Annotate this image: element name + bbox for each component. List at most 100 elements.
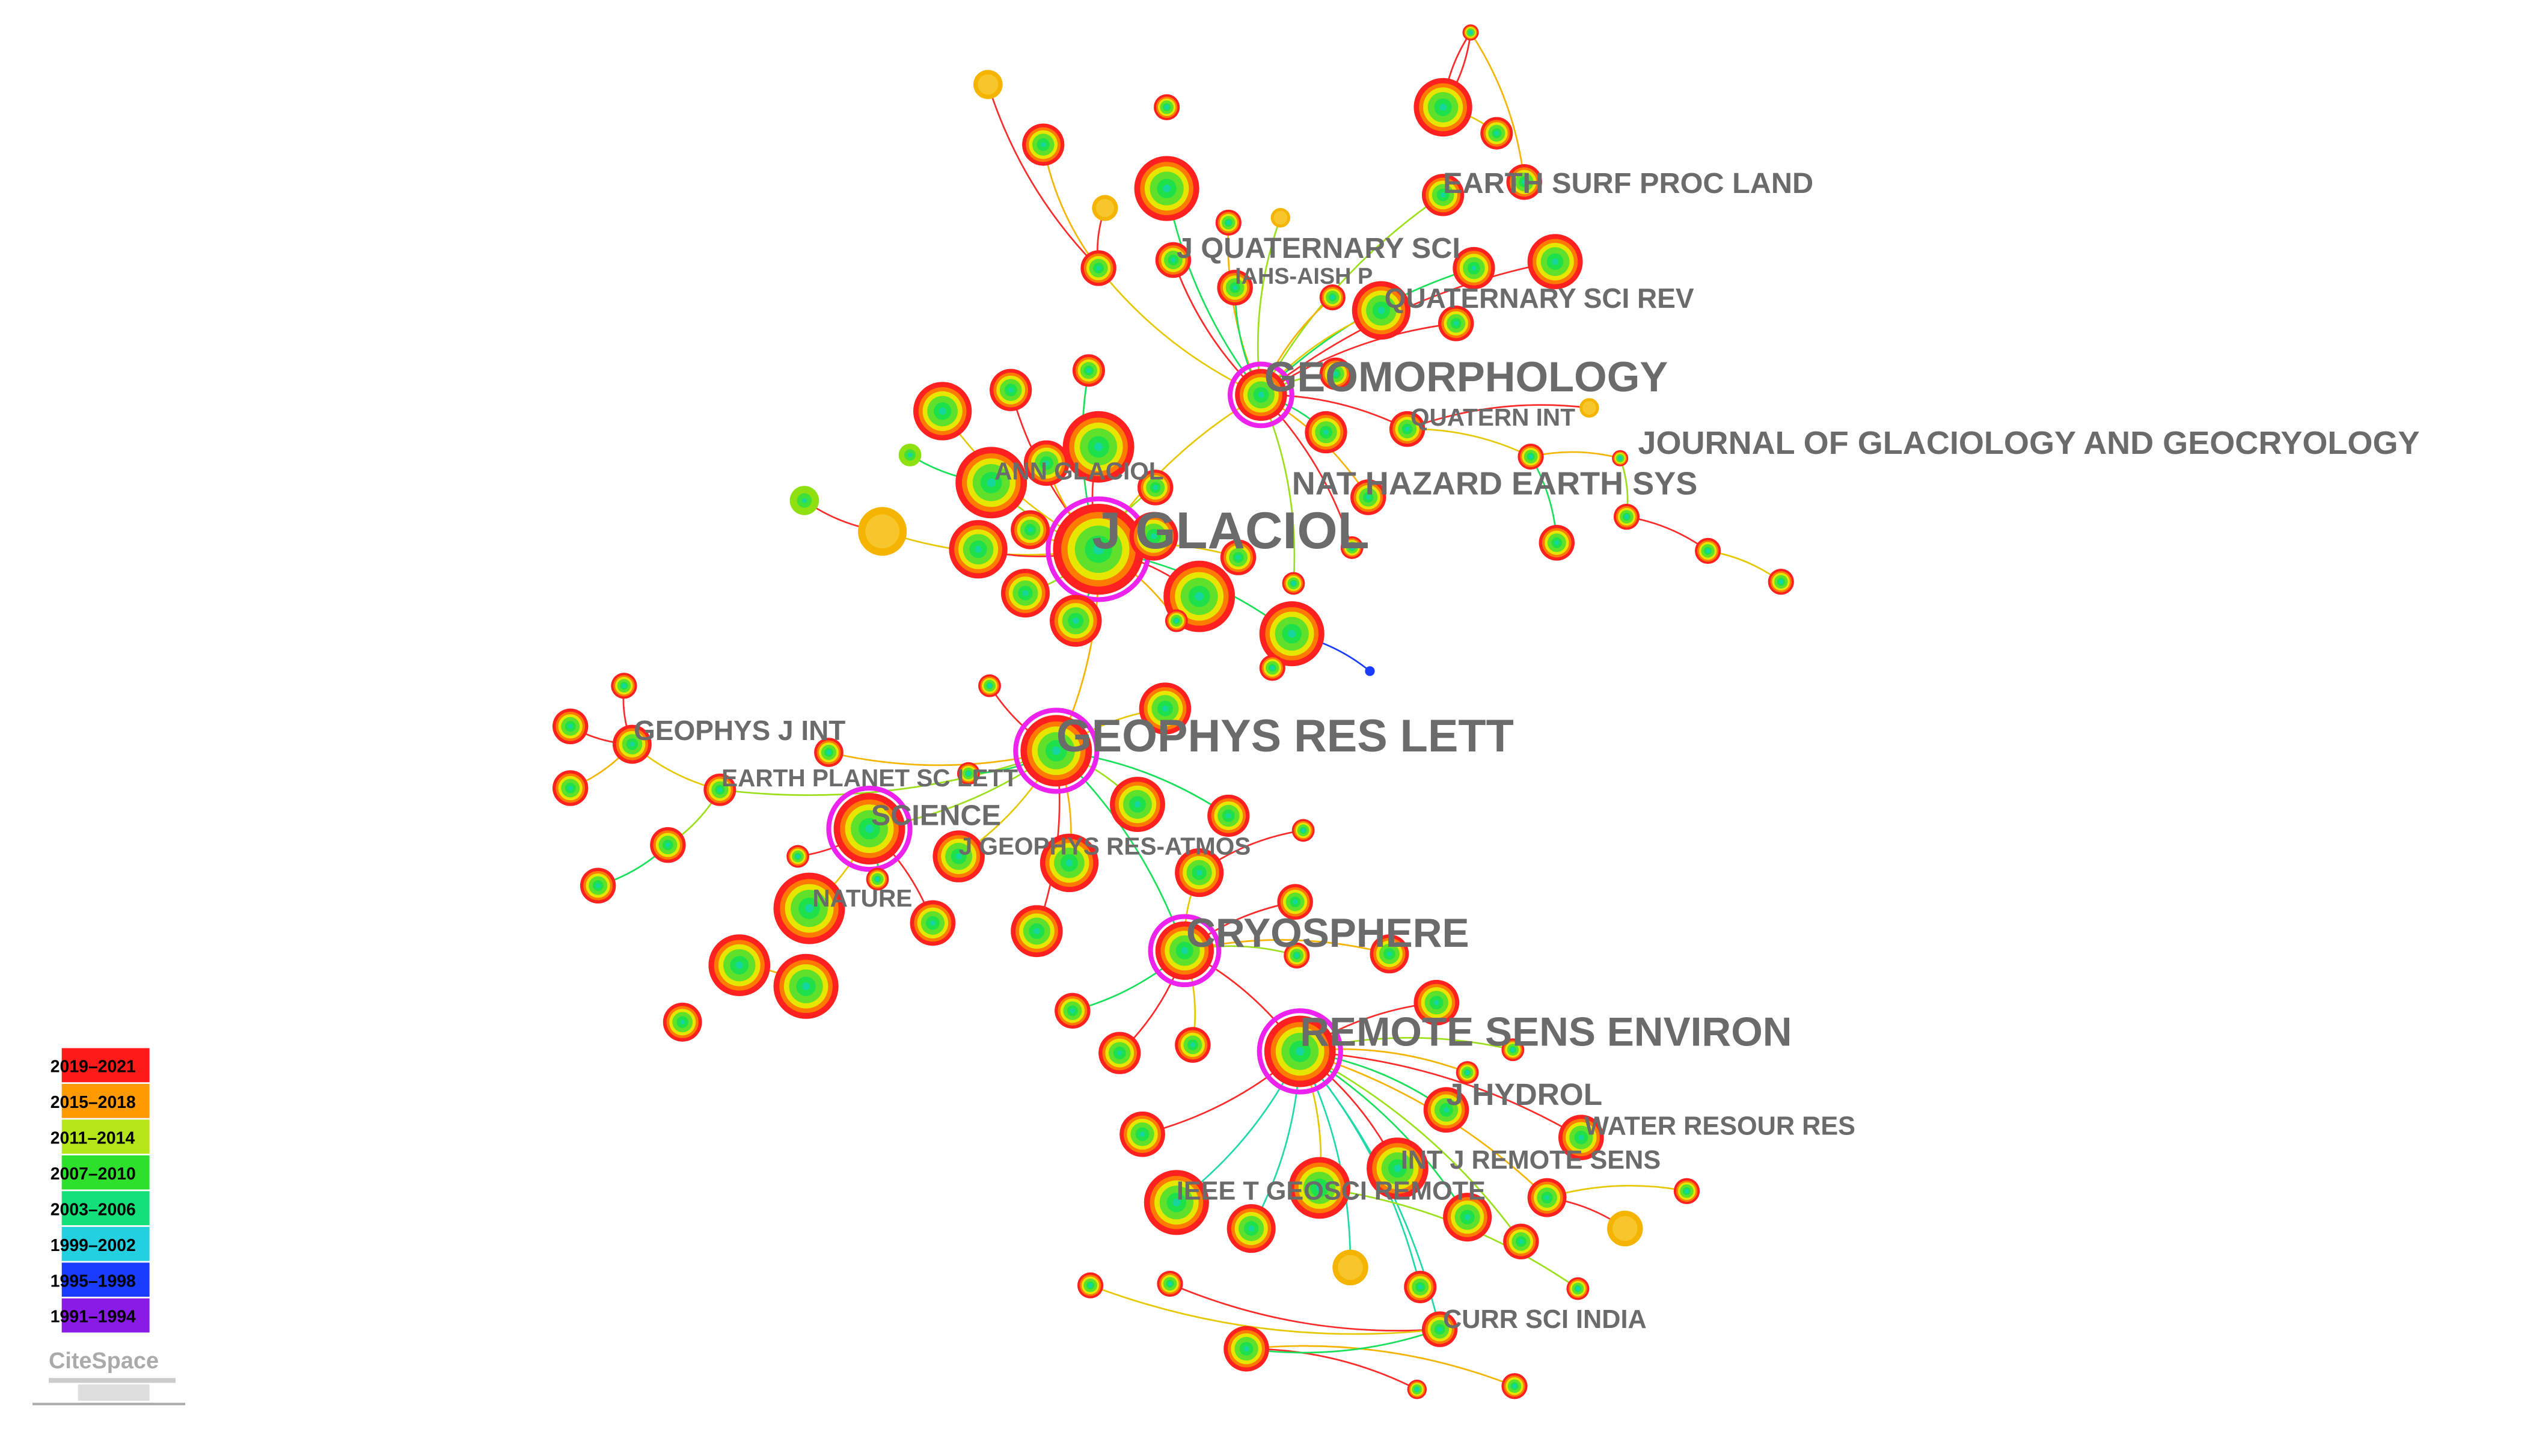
node-core bbox=[1552, 258, 1559, 265]
hub-ring bbox=[826, 785, 913, 872]
node-label: J GEOPHYS RES-ATMOS bbox=[959, 833, 1251, 860]
node-label: EARTH SURF PROC LAND bbox=[1443, 167, 1813, 200]
node-core bbox=[1365, 495, 1371, 500]
legend-swatch bbox=[61, 1262, 150, 1297]
node-core bbox=[1291, 581, 1296, 586]
node-core bbox=[1349, 545, 1355, 551]
node-core bbox=[1093, 543, 1104, 555]
node-core bbox=[1443, 1107, 1450, 1113]
legend: 2019–2021 2015–2018 2011–2014 2007–2010 2003… bbox=[51, 1048, 150, 1333]
node-core bbox=[1300, 828, 1306, 833]
node-label: EARTH PLANET SC LETT bbox=[721, 764, 1018, 792]
legend-label: 1991–1994 bbox=[51, 1308, 136, 1327]
node-core bbox=[1027, 527, 1033, 533]
node-core bbox=[1554, 540, 1560, 545]
node-core bbox=[865, 824, 874, 833]
node-label: IAHS-AISH P bbox=[1235, 264, 1373, 289]
logo: CiteSpace bbox=[32, 1348, 186, 1406]
node-core bbox=[939, 408, 946, 415]
edge bbox=[1090, 1284, 1440, 1335]
node-core bbox=[1575, 1286, 1581, 1291]
node-core bbox=[1065, 859, 1073, 867]
node-core bbox=[568, 724, 573, 729]
node-label: NAT HAZARD EARTH SYS bbox=[1292, 466, 1698, 502]
node-core bbox=[1377, 307, 1385, 314]
node-core bbox=[1243, 1346, 1249, 1352]
edge bbox=[1098, 268, 1261, 396]
logo-text: CiteSpace bbox=[49, 1348, 159, 1374]
node-core bbox=[975, 545, 982, 553]
node-core bbox=[1578, 1134, 1584, 1140]
node bbox=[1365, 666, 1375, 676]
node-core bbox=[1174, 618, 1179, 623]
legend-swatch bbox=[61, 1155, 150, 1190]
node-core bbox=[1510, 1047, 1516, 1053]
node-ring bbox=[978, 74, 999, 95]
node-core bbox=[907, 452, 913, 457]
node-core bbox=[804, 904, 814, 913]
node-label: INT J REMOTE SENS bbox=[1401, 1146, 1661, 1175]
node-core bbox=[1196, 869, 1202, 876]
node-core bbox=[966, 771, 971, 776]
node-core bbox=[735, 961, 743, 969]
node-core bbox=[1139, 1131, 1145, 1137]
node-core bbox=[1163, 185, 1171, 193]
node-core bbox=[1437, 1327, 1442, 1332]
legend-swatch bbox=[61, 1226, 150, 1261]
node-core bbox=[1465, 1070, 1470, 1075]
node-label: CURR SCI INDIA bbox=[1443, 1305, 1647, 1334]
node-core bbox=[1052, 746, 1061, 755]
legend-swatch bbox=[61, 1119, 150, 1154]
node-core bbox=[1294, 953, 1299, 958]
node-core bbox=[717, 787, 723, 792]
node-core bbox=[1494, 130, 1499, 136]
logo-bar bbox=[49, 1378, 176, 1383]
node-core bbox=[1293, 899, 1298, 905]
node-core bbox=[795, 854, 801, 859]
node-core bbox=[1022, 590, 1029, 596]
node-core bbox=[1296, 1047, 1305, 1056]
edge bbox=[1260, 194, 1444, 396]
legend-label: 2019–2021 bbox=[51, 1057, 136, 1076]
node-core bbox=[1073, 617, 1079, 624]
node-ring bbox=[1273, 210, 1288, 225]
edge bbox=[1469, 32, 1525, 182]
node-core bbox=[1190, 1042, 1195, 1048]
node-core bbox=[1233, 285, 1238, 290]
edge bbox=[1246, 1328, 1441, 1354]
node-core bbox=[1088, 1283, 1093, 1288]
legend-label: 2015–2018 bbox=[51, 1093, 136, 1112]
node-core bbox=[1394, 1164, 1401, 1172]
node-core bbox=[987, 683, 993, 688]
node-core bbox=[1617, 456, 1623, 461]
nodes bbox=[552, 24, 1794, 1399]
node-core bbox=[1008, 387, 1014, 393]
node-core bbox=[1684, 1188, 1689, 1194]
node-label: NATURE bbox=[812, 884, 912, 912]
node-core bbox=[1070, 1008, 1075, 1014]
node-core bbox=[1258, 391, 1264, 399]
node-label: GEOPHYS J INT bbox=[634, 715, 845, 746]
hub-ring bbox=[1148, 914, 1222, 988]
node-core bbox=[1471, 265, 1477, 271]
node-core bbox=[875, 876, 880, 882]
node-core bbox=[1330, 295, 1335, 300]
node-core bbox=[801, 498, 807, 503]
node-core bbox=[1440, 192, 1446, 198]
node-core bbox=[680, 1020, 685, 1025]
node-core bbox=[665, 842, 670, 848]
node-label: JOURNAL OF GLACIOLOGY AND GEOCRYOLOGY bbox=[1638, 425, 2419, 461]
node-core bbox=[1333, 371, 1338, 376]
node-core bbox=[1511, 1383, 1517, 1389]
node-core bbox=[1034, 928, 1040, 935]
node-core bbox=[1404, 426, 1410, 432]
node-core bbox=[1195, 592, 1204, 601]
node-core bbox=[1117, 1050, 1122, 1056]
legend-swatch bbox=[61, 1191, 150, 1226]
node-core bbox=[1134, 801, 1141, 808]
node-core bbox=[1226, 813, 1231, 819]
node-core bbox=[1162, 705, 1169, 712]
edge bbox=[1407, 404, 1590, 430]
node-label: GEOPHYS RES LETT bbox=[1056, 711, 1514, 762]
